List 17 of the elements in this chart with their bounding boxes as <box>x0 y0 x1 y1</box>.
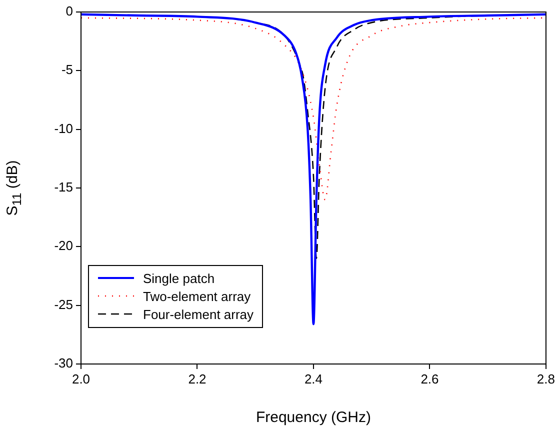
legend-label: Single patch <box>143 270 215 286</box>
x-tick-label: 2.0 <box>72 371 90 386</box>
x-tick-label: 2.4 <box>304 371 323 386</box>
x-tick-label: 2.8 <box>536 371 556 386</box>
y-tick-label: -25 <box>54 296 73 312</box>
y-tick-label: 0 <box>66 4 73 19</box>
x-tick-label: 2.6 <box>420 371 439 386</box>
y-tick-label: -5 <box>61 62 73 78</box>
legend-label: Two-element array <box>143 288 251 304</box>
legend-label: Four-element array <box>143 306 254 322</box>
y-tick-label: -20 <box>54 238 73 254</box>
x-tick-label: 2.2 <box>188 371 206 386</box>
x-axis-title: Frequency (GHz) <box>256 409 371 426</box>
y-tick-label: -30 <box>54 356 73 371</box>
y-tick-label: -15 <box>54 180 73 195</box>
line-series <box>81 13 546 326</box>
y-tick-label: -10 <box>54 120 73 136</box>
